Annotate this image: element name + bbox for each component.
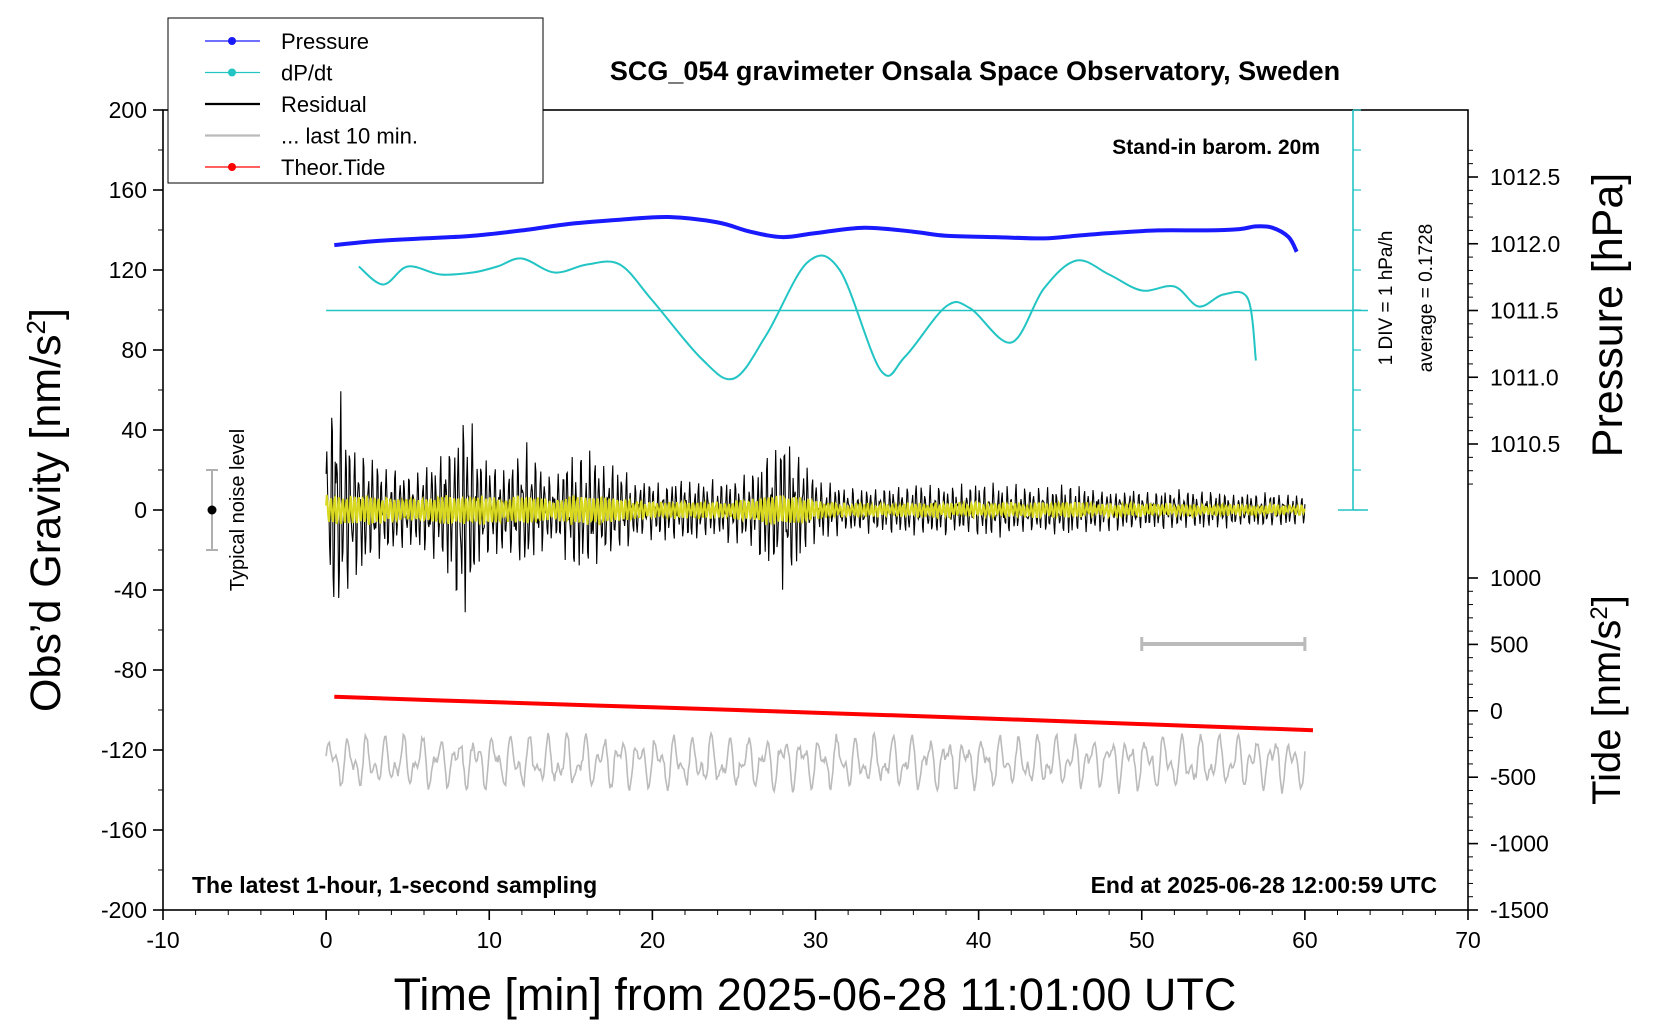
y-axis-tide: 1000 500 0 -500 -1000 -1500 [1468, 565, 1549, 923]
x-tick-label: -10 [146, 927, 179, 953]
pressure-axis-label: Pressure [hPa] [1584, 173, 1632, 457]
y-tick-label: 80 [121, 337, 147, 363]
x-axis: -10 0 10 20 30 40 50 60 70 [146, 910, 1481, 953]
pressure-line [334, 214, 1299, 253]
y-axis-gravity: 200 160 120 80 40 0 -40 -80 -120 -160 -200 [101, 97, 163, 923]
pressure-tick-label: 1011.5 [1490, 298, 1559, 324]
last-10-min-scale-bar [1140, 637, 1307, 651]
noise-level-indicator: Typical noise level [206, 429, 249, 591]
chart-title: SCG_054 gravimeter Onsala Space Observat… [610, 56, 1340, 86]
noise-level-label: Typical noise level [227, 429, 249, 591]
tide-axis-label: Tide [nm/s2] [1585, 595, 1629, 805]
y-tick-label: 200 [109, 97, 147, 123]
tide-tick-label: -500 [1490, 764, 1536, 790]
tide-tick-label: 0 [1490, 698, 1503, 724]
y-tick-label: -80 [114, 657, 147, 683]
noise-level-dot [207, 505, 217, 515]
legend-label: Residual [281, 92, 367, 117]
pressure-tick-label: 1012.0 [1490, 231, 1560, 257]
tide-tick-label: 1000 [1490, 565, 1541, 591]
dpdt-div-label: 1 DIV = 1 hPa/h [1376, 231, 1397, 366]
pressure-series [334, 214, 1299, 253]
legend-swatch-marker [228, 163, 236, 171]
tide-line [334, 694, 1314, 733]
tide-tick-label: -1500 [1490, 897, 1549, 923]
legend-swatch-marker [228, 37, 236, 45]
y-axis-pressure: 1012.5 1012.0 1011.5 1011.0 1010.5 [1468, 149, 1560, 485]
y-tick-label: 160 [109, 177, 147, 203]
x-axis-label: Time [min] from 2025-06-28 11:01:00 UTC [394, 969, 1237, 1020]
legend-label: Theor.Tide [281, 155, 385, 180]
y-tick-label: 0 [134, 497, 147, 523]
pressure-tick-label: 1010.5 [1490, 431, 1560, 457]
bottom-right-note: End at 2025-06-28 12:00:59 UTC [1091, 872, 1437, 898]
pressure-tick-label: 1011.0 [1490, 364, 1559, 390]
bottom-left-note: The latest 1-hour, 1-second sampling [192, 872, 597, 898]
x-tick-label: 50 [1129, 927, 1155, 953]
legend-box [167, 17, 544, 184]
legend: Pressure dP/dt Residual ... last 10 min. The… [167, 17, 544, 184]
y-tick-label: -120 [101, 737, 147, 763]
dpdt-scale-ruler [326, 109, 1368, 511]
last-10-min-line [325, 730, 1306, 794]
tide-tick-label: 500 [1490, 631, 1528, 657]
residual-line [325, 391, 1306, 613]
y-tick-label: -160 [101, 817, 147, 843]
legend-label: ... last 10 min. [281, 124, 418, 149]
legend-label: dP/dt [281, 61, 332, 86]
y-tick-label: -200 [101, 897, 147, 923]
theoretical-tide-series [334, 694, 1314, 733]
x-tick-label: 70 [1455, 927, 1481, 953]
stand-in-barometer-note: Stand-in barom. 20m [1112, 136, 1320, 159]
dpdt-line [358, 254, 1257, 381]
y-tick-label: -40 [114, 577, 147, 603]
residual-smoothed-series [325, 494, 1306, 526]
pressure-tick-label: 1012.5 [1490, 164, 1560, 190]
x-tick-label: 20 [640, 927, 666, 953]
x-tick-label: 10 [476, 927, 502, 953]
legend-swatch-marker [228, 68, 236, 77]
y-tick-label: 120 [109, 257, 147, 283]
dpdt-average-label: average = 0.1728 [1416, 224, 1437, 372]
dpdt-series [358, 254, 1257, 381]
tide-tick-label: -1000 [1490, 831, 1549, 857]
y-axis-label: Obs’d Gravity [nm/s2] [21, 308, 70, 712]
legend-label: Pressure [281, 29, 369, 54]
x-tick-label: 30 [803, 927, 829, 953]
x-tick-label: 0 [320, 927, 333, 953]
residual-smoothed-line [325, 494, 1306, 526]
y-tick-label: 40 [121, 417, 147, 443]
residual-series [325, 391, 1306, 613]
last-10-min-series [325, 730, 1306, 794]
x-tick-label: 60 [1292, 927, 1318, 953]
x-tick-label: 40 [966, 927, 992, 953]
